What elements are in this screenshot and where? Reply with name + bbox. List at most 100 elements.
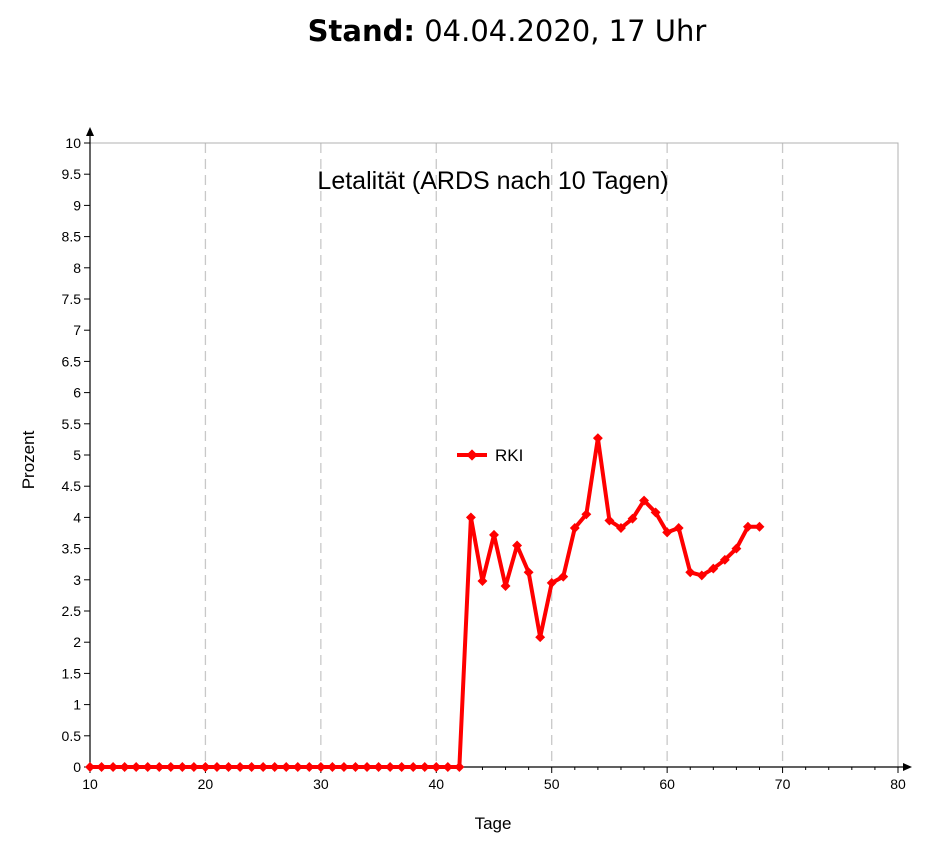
x-tick-label: 80 (890, 776, 906, 792)
y-tick-label: 3 (73, 572, 81, 588)
data-point (96, 762, 107, 772)
status-header: Stand: 04.04.2020, 17 Uhr (0, 14, 932, 48)
x-tick-label: 50 (544, 776, 560, 792)
data-point (431, 762, 442, 772)
data-point (581, 509, 592, 520)
x-tick-label: 40 (428, 776, 444, 792)
y-tick-label: 9.5 (62, 166, 82, 182)
y-tick-label: 4.5 (62, 478, 82, 494)
y-axis-label: Prozent (19, 430, 38, 489)
y-tick-label: 7.5 (62, 291, 82, 307)
data-point (500, 581, 511, 591)
data-point (188, 762, 199, 772)
data-point (546, 577, 557, 588)
y-tick-label: 8 (73, 260, 81, 276)
y-axis-ticks: 0 0.5 1 1.5 2 2.5 3 3.5 4 4.5 5 5.5 6 6.5 7 7.5 8 8.5 9 9.5… (62, 135, 90, 775)
y-tick-label: 1 (73, 697, 81, 713)
data-point (292, 762, 303, 772)
x-axis-arrow (903, 763, 912, 771)
data-point (304, 762, 315, 772)
data-point (165, 762, 176, 772)
legend: RKI (457, 446, 523, 465)
data-point (419, 762, 430, 772)
y-tick-label: 9 (73, 197, 81, 213)
data-point (685, 567, 696, 578)
data-point (131, 762, 142, 772)
data-point (604, 515, 615, 526)
grid-lines (204, 143, 784, 767)
data-point (616, 523, 626, 533)
series-layer (85, 433, 765, 772)
data-point (754, 521, 765, 532)
y-tick-label: 10 (65, 135, 81, 151)
y-tick-label: 2.5 (62, 603, 82, 619)
data-point (350, 762, 361, 772)
data-point (731, 543, 742, 554)
data-point (558, 571, 569, 582)
x-tick-label: 70 (775, 776, 791, 792)
y-axis-arrow (86, 127, 94, 136)
data-point (142, 762, 153, 772)
x-axis-label: Tage (475, 814, 512, 833)
data-point (662, 527, 673, 538)
data-point (454, 762, 465, 772)
data-point (315, 762, 326, 772)
data-point (477, 576, 488, 586)
legend-marker (466, 449, 478, 461)
y-tick-label: 0.5 (62, 728, 82, 744)
x-tick-label: 20 (198, 776, 214, 792)
data-point (362, 762, 372, 772)
x-axis-ticks: 10 20 30 40 50 60 70 80 (82, 767, 906, 792)
data-point (489, 529, 499, 540)
x-tick-label: 60 (659, 776, 675, 792)
data-point (627, 513, 638, 524)
y-tick-label: 0 (73, 759, 81, 775)
x-tick-label: 10 (82, 776, 98, 792)
data-point (673, 523, 684, 533)
data-point (177, 762, 188, 772)
data-point (246, 762, 257, 772)
chart-title: Letalität (ARDS nach 10 Tagen) (317, 167, 668, 195)
data-point (235, 762, 246, 772)
data-point (258, 762, 269, 772)
data-point (338, 762, 349, 772)
data-point (385, 762, 396, 772)
data-point (396, 762, 407, 772)
y-tick-label: 6.5 (62, 353, 82, 369)
data-point (639, 495, 650, 506)
data-point (742, 521, 753, 532)
plot-frame (89, 142, 899, 768)
data-point (212, 762, 222, 772)
y-tick-label: 2 (73, 634, 81, 650)
data-point (523, 567, 534, 578)
data-point (592, 433, 603, 444)
data-point (200, 762, 211, 772)
data-point (719, 554, 730, 565)
y-tick-label: 7 (73, 322, 81, 338)
y-tick-label: 1.5 (62, 665, 82, 681)
y-tick-label: 4 (73, 509, 81, 525)
legend-label: RKI (495, 446, 523, 465)
series-line-rki (90, 436, 760, 769)
data-point (223, 762, 234, 772)
data-point (465, 512, 476, 523)
data-point (408, 762, 419, 772)
status-label: Stand: (307, 14, 415, 48)
data-point (269, 762, 280, 772)
data-point (569, 523, 580, 533)
data-point (108, 762, 119, 772)
data-point (85, 762, 95, 772)
data-point (442, 762, 453, 772)
data-point (119, 762, 130, 772)
data-point (327, 762, 338, 772)
data-point (696, 570, 707, 581)
data-point (281, 762, 292, 772)
y-tick-label: 5 (73, 447, 81, 463)
data-point (512, 540, 523, 551)
data-point (373, 762, 384, 772)
data-point (154, 762, 165, 772)
status-date: 04.04.2020, 17 Uhr (414, 14, 707, 48)
y-tick-label: 8.5 (62, 229, 82, 245)
data-point (708, 563, 719, 574)
